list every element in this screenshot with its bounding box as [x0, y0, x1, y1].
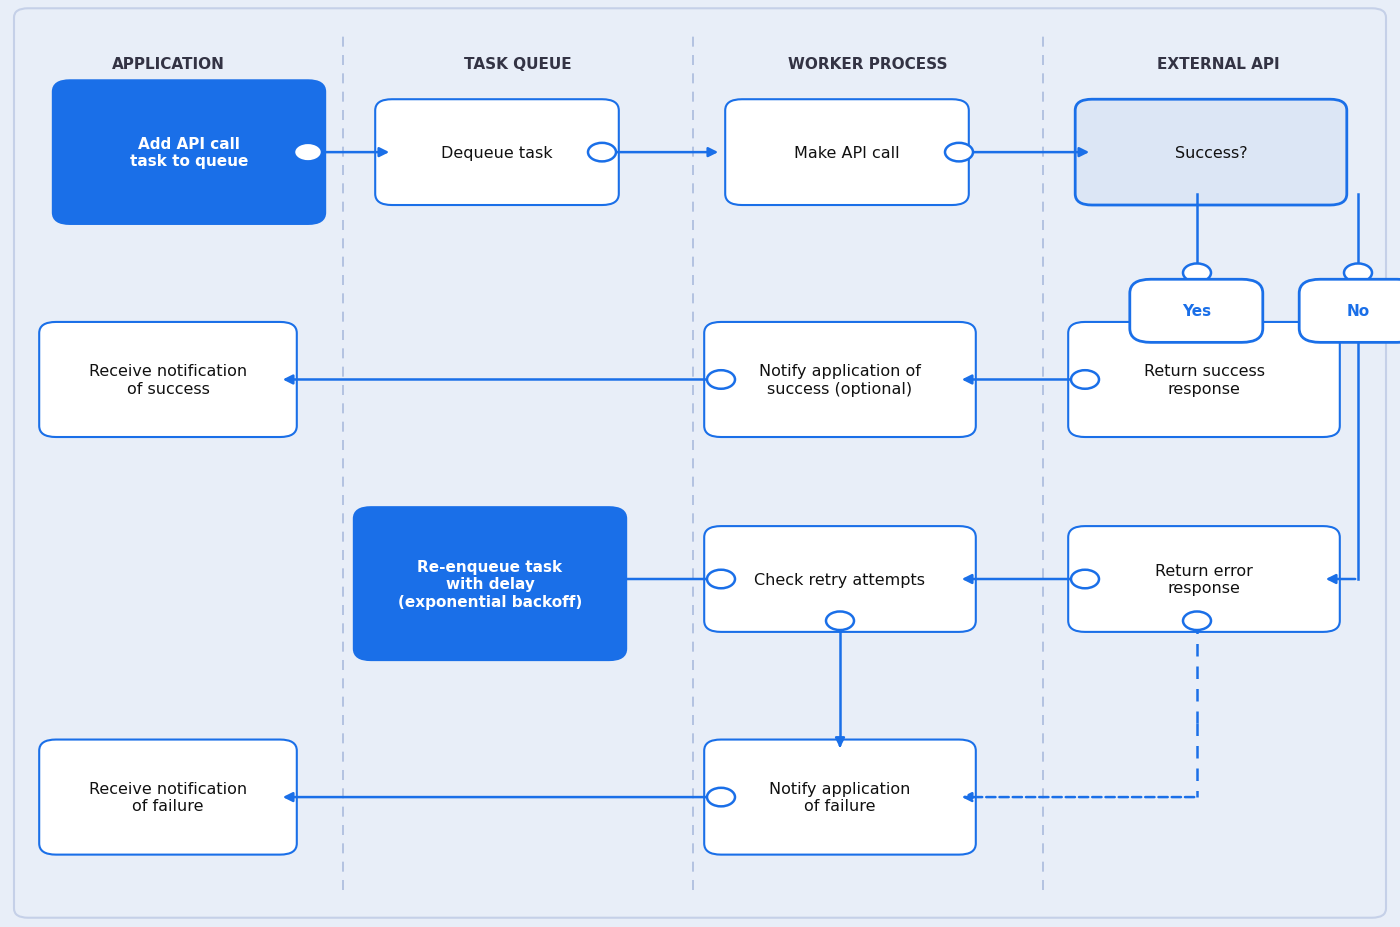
Text: Return success
response: Return success response: [1144, 364, 1264, 396]
Text: Re-enqueue task
with delay
(exponential backoff): Re-enqueue task with delay (exponential …: [398, 559, 582, 609]
FancyBboxPatch shape: [1068, 527, 1340, 632]
Circle shape: [1183, 612, 1211, 630]
Circle shape: [1344, 264, 1372, 283]
Text: Yes: Yes: [1183, 304, 1211, 319]
Circle shape: [707, 570, 735, 589]
Circle shape: [707, 788, 735, 806]
Text: APPLICATION: APPLICATION: [112, 57, 224, 72]
Text: WORKER PROCESS: WORKER PROCESS: [788, 57, 948, 72]
FancyBboxPatch shape: [704, 323, 976, 438]
FancyBboxPatch shape: [14, 9, 1386, 918]
Circle shape: [1071, 371, 1099, 389]
Circle shape: [588, 144, 616, 162]
Text: Receive notification
of success: Receive notification of success: [90, 364, 246, 396]
Text: Make API call: Make API call: [794, 146, 900, 160]
Text: Notify application
of failure: Notify application of failure: [770, 781, 910, 813]
Circle shape: [826, 612, 854, 630]
Text: Return error
response: Return error response: [1155, 564, 1253, 595]
Circle shape: [1183, 264, 1211, 283]
FancyBboxPatch shape: [1299, 280, 1400, 343]
FancyBboxPatch shape: [1068, 323, 1340, 438]
Text: Notify application of
success (optional): Notify application of success (optional): [759, 364, 921, 396]
Text: TASK QUEUE: TASK QUEUE: [465, 57, 571, 72]
Text: No: No: [1347, 304, 1369, 319]
Text: Receive notification
of failure: Receive notification of failure: [90, 781, 246, 813]
FancyBboxPatch shape: [725, 100, 969, 206]
FancyBboxPatch shape: [704, 527, 976, 632]
FancyBboxPatch shape: [53, 82, 325, 224]
Text: Dequeue task: Dequeue task: [441, 146, 553, 160]
Text: Success?: Success?: [1175, 146, 1247, 160]
FancyBboxPatch shape: [1130, 280, 1263, 343]
FancyBboxPatch shape: [354, 508, 626, 660]
FancyBboxPatch shape: [1075, 100, 1347, 206]
Text: EXTERNAL API: EXTERNAL API: [1156, 57, 1280, 72]
Circle shape: [945, 144, 973, 162]
Circle shape: [707, 371, 735, 389]
Circle shape: [294, 144, 322, 162]
FancyBboxPatch shape: [704, 740, 976, 855]
FancyBboxPatch shape: [375, 100, 619, 206]
Circle shape: [1071, 570, 1099, 589]
FancyBboxPatch shape: [39, 323, 297, 438]
Text: Add API call
task to queue: Add API call task to queue: [130, 137, 248, 169]
Text: Check retry attempts: Check retry attempts: [755, 572, 925, 587]
FancyBboxPatch shape: [39, 740, 297, 855]
